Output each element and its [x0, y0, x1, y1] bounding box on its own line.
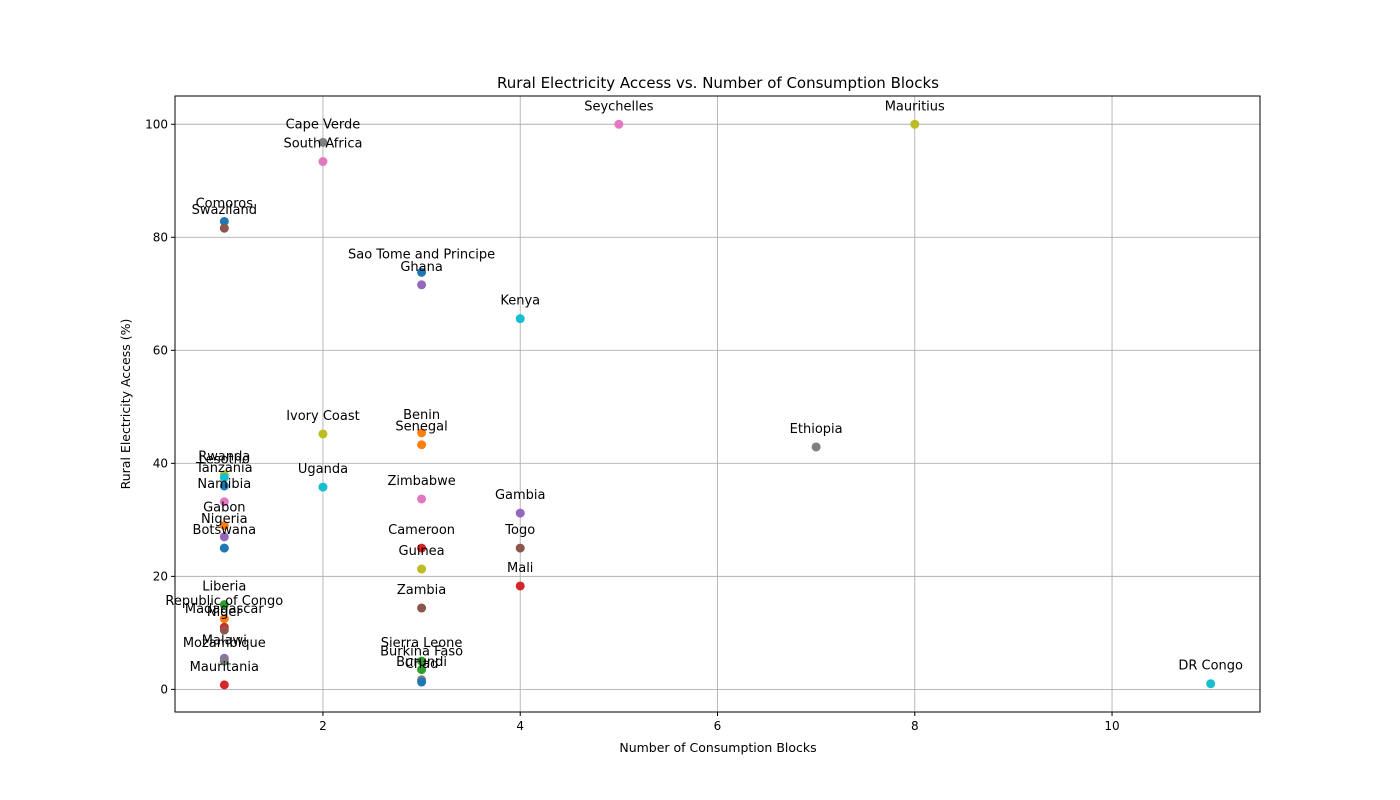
data-point — [417, 564, 427, 574]
data-point — [417, 494, 427, 504]
y-axis-label: Rural Electricity Access (%) — [118, 319, 133, 490]
data-point — [515, 581, 525, 591]
data-point — [219, 625, 229, 635]
data-point — [811, 442, 821, 452]
data-point — [318, 429, 328, 439]
x-tick-label: 2 — [319, 719, 327, 733]
data-point — [219, 614, 229, 624]
chart-title: Rural Electricity Access vs. Number of C… — [497, 74, 939, 92]
x-tick-label: 10 — [1104, 719, 1119, 733]
data-point — [910, 119, 920, 129]
data-point — [417, 603, 427, 613]
point-label: Cameroon — [388, 523, 455, 538]
y-tick-label: 80 — [153, 230, 168, 244]
data-point — [417, 656, 427, 666]
data-point — [614, 119, 624, 129]
point-label: Botswana — [193, 523, 257, 538]
point-label: Mozambique — [183, 636, 266, 651]
data-point — [219, 532, 229, 542]
point-label: Comoros — [196, 196, 254, 211]
point-label: Kenya — [500, 294, 540, 309]
data-point — [219, 472, 229, 482]
point-label: Zambia — [397, 583, 446, 598]
x-tick-label: 6 — [714, 719, 722, 733]
data-point — [515, 508, 525, 518]
point-label: Cape Verde — [286, 117, 361, 132]
point-label: Gambia — [495, 488, 546, 503]
point-label: Madagascar — [185, 602, 265, 617]
point-label: Republic of Congo — [165, 594, 283, 609]
data-point — [417, 543, 427, 553]
y-tick-label: 20 — [153, 569, 168, 583]
data-point — [219, 600, 229, 610]
point-label: Burkina Faso — [380, 645, 463, 660]
data-point — [219, 521, 229, 531]
point-label: Uganda — [298, 462, 348, 477]
point-label: Swaziland — [192, 203, 257, 218]
data-point — [515, 543, 525, 553]
data-point — [318, 137, 328, 147]
point-label: Sao Tome and Principe — [348, 247, 495, 262]
point-label: Mauritius — [885, 99, 945, 114]
grid-lines — [175, 96, 1260, 712]
plot-frame — [174, 95, 1261, 713]
point-label: Mauritania — [190, 660, 259, 675]
point-label: Malawi — [202, 633, 247, 648]
data-point — [417, 677, 427, 687]
point-label: Liberia — [202, 580, 246, 595]
x-tick-label: 4 — [516, 719, 524, 733]
data-point — [219, 223, 229, 233]
point-label: Ethiopia — [790, 422, 843, 437]
data-point — [318, 482, 328, 492]
point-label: Lesotho — [199, 452, 250, 467]
point-label: Namibia — [197, 477, 251, 492]
point-label: Senegal — [395, 420, 447, 435]
point-label: Sierra Leone — [381, 636, 463, 651]
point-label: South Africa — [283, 137, 362, 152]
point-label: Niger — [207, 605, 243, 620]
data-point — [1206, 679, 1216, 689]
data-point — [417, 440, 427, 450]
point-label: Gabon — [203, 501, 246, 516]
y-tick-label: 60 — [153, 343, 168, 357]
point-label: Benin — [403, 408, 440, 423]
data-point — [219, 656, 229, 666]
y-tick-label: 100 — [145, 117, 168, 131]
point-label: Guinea — [399, 544, 445, 559]
point-label: Togo — [504, 523, 535, 538]
data-point — [219, 481, 229, 491]
point-label: DR Congo — [1178, 659, 1243, 674]
data-point — [318, 157, 328, 167]
y-tick-label: 40 — [153, 456, 168, 470]
point-label: Nigeria — [201, 512, 248, 527]
x-tick-label: 8 — [911, 719, 919, 733]
point-label: Zimbabwe — [387, 474, 455, 489]
data-point — [219, 680, 229, 690]
data-point — [219, 543, 229, 553]
point-label: Burundi — [396, 655, 447, 670]
data-point — [417, 280, 427, 290]
point-label: Mali — [507, 561, 533, 576]
point-label: Ivory Coast — [286, 409, 360, 424]
data-point — [417, 665, 427, 675]
x-axis-label: Number of Consumption Blocks — [619, 740, 816, 755]
data-point — [219, 497, 229, 507]
data-point — [417, 267, 427, 277]
data-points — [219, 119, 1216, 690]
data-point — [417, 428, 427, 438]
point-label: Tanzania — [195, 461, 253, 476]
data-point — [219, 216, 229, 226]
point-label: Chad — [405, 657, 439, 672]
point-label: Ghana — [400, 260, 443, 275]
y-tick-label: 0 — [160, 682, 168, 696]
point-label: Seychelles — [584, 99, 654, 114]
point-label: Rwanda — [198, 450, 250, 465]
data-point — [515, 314, 525, 324]
